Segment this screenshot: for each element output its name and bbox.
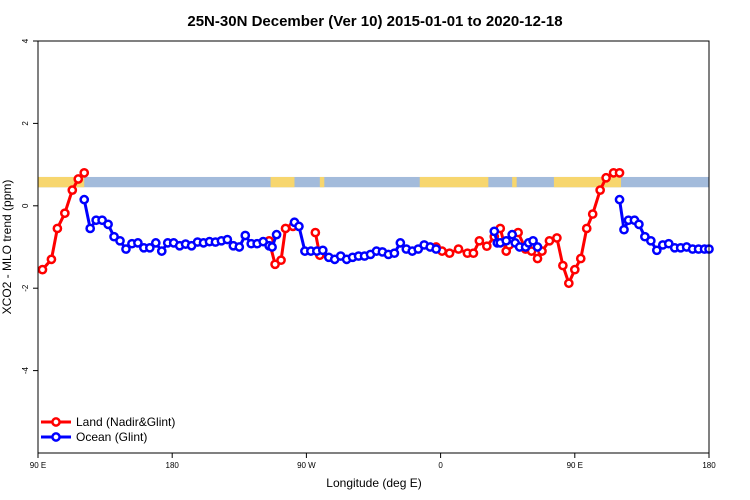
data-point [552,233,562,243]
x-tick-label: 180 [166,461,180,470]
series-line [41,171,86,271]
data-point [558,260,568,271]
data-point [59,208,70,219]
data-point [544,235,555,246]
data-point [569,264,580,275]
x-axis: 90 E 180 90 W 0 90 E 180 [30,453,716,470]
data-point [619,224,629,235]
data-point [133,238,143,248]
y-tick-label: 2 [21,121,30,126]
data-point [614,194,625,205]
data-point [453,244,464,254]
data-point [489,226,500,237]
data-point [276,255,286,266]
data-point [85,223,96,234]
x-tick-label: 0 [438,461,443,470]
land-band-segment [270,176,295,188]
y-tick-label: -4 [21,366,30,374]
data-point [240,230,251,241]
data-point [67,185,78,195]
data-point [481,241,492,252]
data-point [73,174,84,184]
legend: Land (Nadir&Glint)Ocean (Glint) [41,415,175,444]
data-point [103,219,113,230]
plot-frame [37,40,710,454]
land-band-segment [553,176,622,188]
data-point [595,185,605,195]
data-point [294,221,304,232]
data-point [79,167,90,178]
x-tick-label: 90 E [567,461,583,470]
x-axis-label: Longitude (deg E) [326,476,421,490]
data-point [389,248,400,259]
data-point [144,242,155,253]
data-point [444,248,455,259]
data-point [310,227,321,238]
data-point [79,194,90,205]
ocean-band [38,176,709,188]
data-point [474,235,485,246]
data-point [234,242,245,252]
data-point [317,245,328,256]
land-band-segment [419,176,489,188]
data-point [507,229,518,240]
data-point [581,223,592,234]
data-point [280,223,291,234]
land-band-segment [38,176,85,188]
y-axis-label: XCO2 - MLO trend (ppm) [0,180,14,315]
data-point [528,235,538,246]
data-point [37,264,48,275]
data-point [431,244,441,254]
data-point [267,242,277,252]
data-point [156,246,167,256]
x-tick-label: 90 E [30,461,46,470]
legend-item: Ocean (Glint) [41,430,147,444]
data-point [532,242,543,252]
data-point [52,223,63,234]
legend-swatch-marker [51,417,61,427]
data-point [614,167,625,178]
data-point [150,238,161,248]
data-point [645,235,656,246]
ocean-series [79,194,714,265]
chart-title: 25N-30N December (Ver 10) 2015-01-01 to … [187,13,562,30]
legend-label: Land (Nadir&Glint) [76,415,175,429]
legend-item: Land (Nadir&Glint) [41,415,175,429]
data-point [575,253,586,264]
x-tick-label: 90 W [297,461,316,470]
data-point [532,253,543,264]
data-point [651,245,662,256]
land-band-segment [512,176,517,188]
land-ocean-band [38,176,709,188]
data-point [563,278,574,289]
x-tick-label: 180 [702,461,716,470]
data-point [501,235,512,246]
data-point [634,219,644,230]
y-axis: 4 2 0 -2 -4 [21,38,38,374]
data-point [395,238,406,248]
land-band-segment [319,176,325,188]
data-point [468,248,479,259]
data-point [601,172,611,183]
series-layer [37,167,714,289]
data-point [271,229,282,240]
data-point [46,254,57,265]
y-tick-label: -2 [21,284,30,292]
y-tick-label: 0 [21,203,30,208]
data-point [222,234,233,245]
legend-label: Ocean (Glint) [76,430,147,444]
data-point [115,235,125,246]
legend-swatch-marker [51,432,61,442]
data-point [587,209,598,219]
y-tick-label: 4 [21,38,30,43]
data-point [121,244,131,254]
